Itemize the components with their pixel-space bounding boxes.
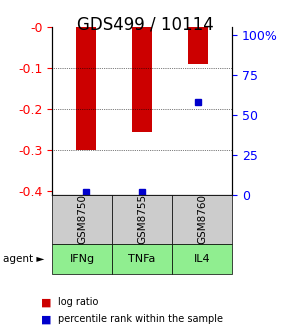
Bar xyxy=(188,27,208,64)
Text: IL4: IL4 xyxy=(194,254,210,264)
Text: GSM8755: GSM8755 xyxy=(137,194,147,244)
Text: agent ►: agent ► xyxy=(3,254,44,264)
Text: TNFa: TNFa xyxy=(128,254,156,264)
Text: GSM8750: GSM8750 xyxy=(77,194,87,244)
Text: GSM8760: GSM8760 xyxy=(197,194,207,244)
Text: GDS499 / 10114: GDS499 / 10114 xyxy=(77,15,213,33)
Text: log ratio: log ratio xyxy=(58,297,98,307)
Text: ■: ■ xyxy=(41,314,51,324)
Text: IFNg: IFNg xyxy=(70,254,95,264)
Text: ■: ■ xyxy=(41,297,51,307)
Text: percentile rank within the sample: percentile rank within the sample xyxy=(58,314,223,324)
Bar xyxy=(132,27,152,132)
Bar xyxy=(76,27,96,150)
